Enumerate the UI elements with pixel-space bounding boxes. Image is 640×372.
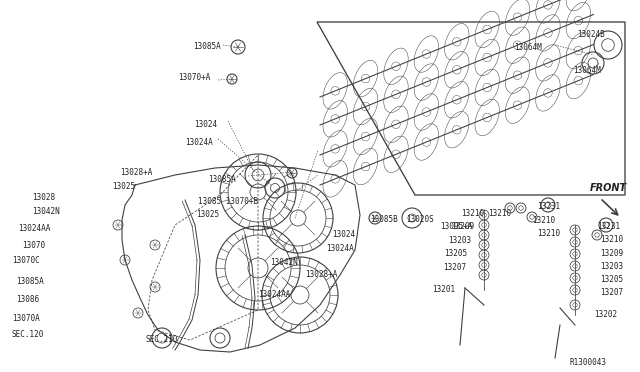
Text: 13210: 13210 <box>461 209 484 218</box>
Text: 13205: 13205 <box>600 275 623 284</box>
Text: 13028+A: 13028+A <box>120 168 152 177</box>
Text: SEC.210: SEC.210 <box>145 335 177 344</box>
Text: 13209: 13209 <box>600 249 623 258</box>
Text: 13085A: 13085A <box>193 42 221 51</box>
Text: 13028: 13028 <box>32 193 55 202</box>
Text: 13085A: 13085A <box>16 277 44 286</box>
Text: 13231: 13231 <box>537 202 560 211</box>
Text: 13070+A: 13070+A <box>178 73 211 82</box>
Text: 13024AA: 13024AA <box>18 224 51 233</box>
Text: 13095+A: 13095+A <box>440 222 472 231</box>
Text: 13085A: 13085A <box>208 175 236 184</box>
Text: 13210: 13210 <box>488 209 511 218</box>
Text: 13209: 13209 <box>451 222 474 231</box>
Text: 13085B: 13085B <box>370 215 397 224</box>
Text: 13024: 13024 <box>194 120 217 129</box>
Text: 13070: 13070 <box>22 241 45 250</box>
Text: 13025: 13025 <box>196 210 219 219</box>
Text: 13205: 13205 <box>444 249 467 258</box>
Text: 13085 13070+B: 13085 13070+B <box>198 197 258 206</box>
Text: 13210: 13210 <box>537 229 560 238</box>
Text: 13203: 13203 <box>448 236 471 245</box>
Text: 13086: 13086 <box>16 295 39 304</box>
Text: 13024AA: 13024AA <box>258 290 291 299</box>
Text: 13042N: 13042N <box>270 258 298 267</box>
Text: 13025: 13025 <box>112 182 135 191</box>
Text: 13207: 13207 <box>443 263 466 272</box>
Text: 13210: 13210 <box>532 216 555 225</box>
Text: 13042N: 13042N <box>32 207 60 216</box>
Text: 13024A: 13024A <box>185 138 212 147</box>
Text: 13028+A: 13028+A <box>305 270 337 279</box>
Text: 13064M: 13064M <box>514 43 541 52</box>
Text: 13024A: 13024A <box>326 244 354 253</box>
Text: SEC.120: SEC.120 <box>12 330 44 339</box>
Text: 13201: 13201 <box>432 285 455 294</box>
Text: FRONT: FRONT <box>590 183 627 193</box>
Text: 13024B: 13024B <box>577 30 605 39</box>
Text: 13024: 13024 <box>332 230 355 239</box>
Text: 13070C: 13070C <box>12 256 40 265</box>
Text: R1300043: R1300043 <box>570 358 607 367</box>
Text: 13207: 13207 <box>600 288 623 297</box>
Text: 13070A: 13070A <box>12 314 40 323</box>
Text: 13210: 13210 <box>600 235 623 244</box>
Text: 13203: 13203 <box>600 262 623 271</box>
Text: 13064M: 13064M <box>573 66 601 75</box>
Text: 13020S: 13020S <box>406 215 434 224</box>
Text: 13202: 13202 <box>594 310 617 319</box>
Text: 13231: 13231 <box>597 222 620 231</box>
